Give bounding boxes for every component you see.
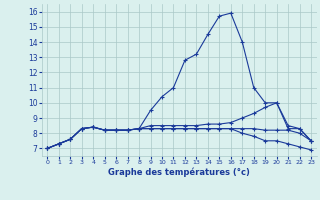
X-axis label: Graphe des températures (°c): Graphe des températures (°c) xyxy=(108,168,250,177)
